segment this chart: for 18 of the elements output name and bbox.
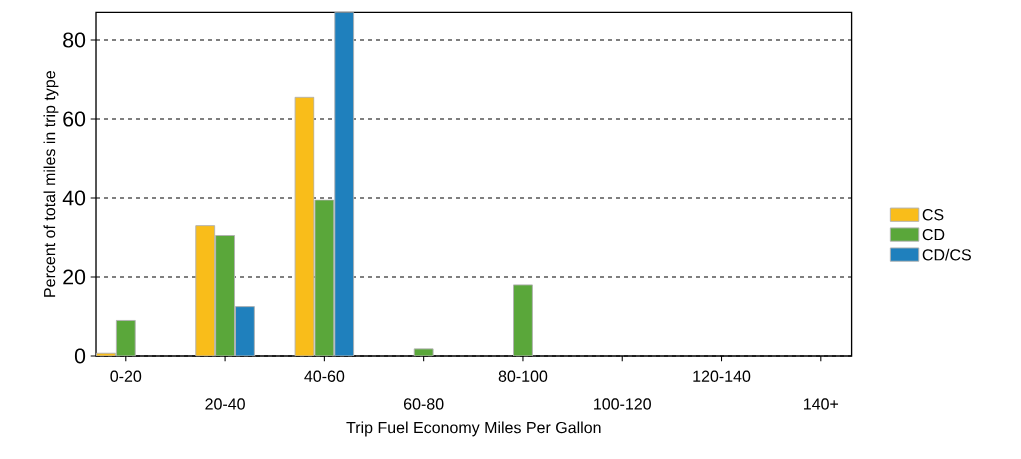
x-tick-label: 140+ bbox=[804, 398, 839, 410]
x-tick-label: 40-60 bbox=[304, 370, 345, 382]
x-tick-label: 60-80 bbox=[404, 398, 444, 410]
legend-label: CS bbox=[922, 209, 944, 221]
x-axis-title: Trip Fuel Economy Miles Per Gallon bbox=[346, 421, 601, 437]
y-tick-label: 80 bbox=[63, 32, 86, 48]
x-tick-label: 100-120 bbox=[594, 398, 651, 410]
y-tick-label: 60 bbox=[63, 111, 86, 127]
y-axis-title: Percent of total miles in trip type bbox=[43, 71, 59, 297]
y-tick-label: 20 bbox=[63, 269, 86, 285]
x-tick-label: 0-20 bbox=[110, 370, 142, 382]
x-tick-label: 20-40 bbox=[205, 398, 245, 410]
legend-label: CD/CS bbox=[922, 248, 971, 261]
legend-label: CD bbox=[922, 228, 945, 241]
y-tick-label: 40 bbox=[62, 190, 86, 206]
y-tick-label: 0 bbox=[74, 348, 86, 364]
x-tick-label: 80-100 bbox=[498, 370, 548, 382]
x-tick-label: 120-140 bbox=[693, 370, 751, 382]
